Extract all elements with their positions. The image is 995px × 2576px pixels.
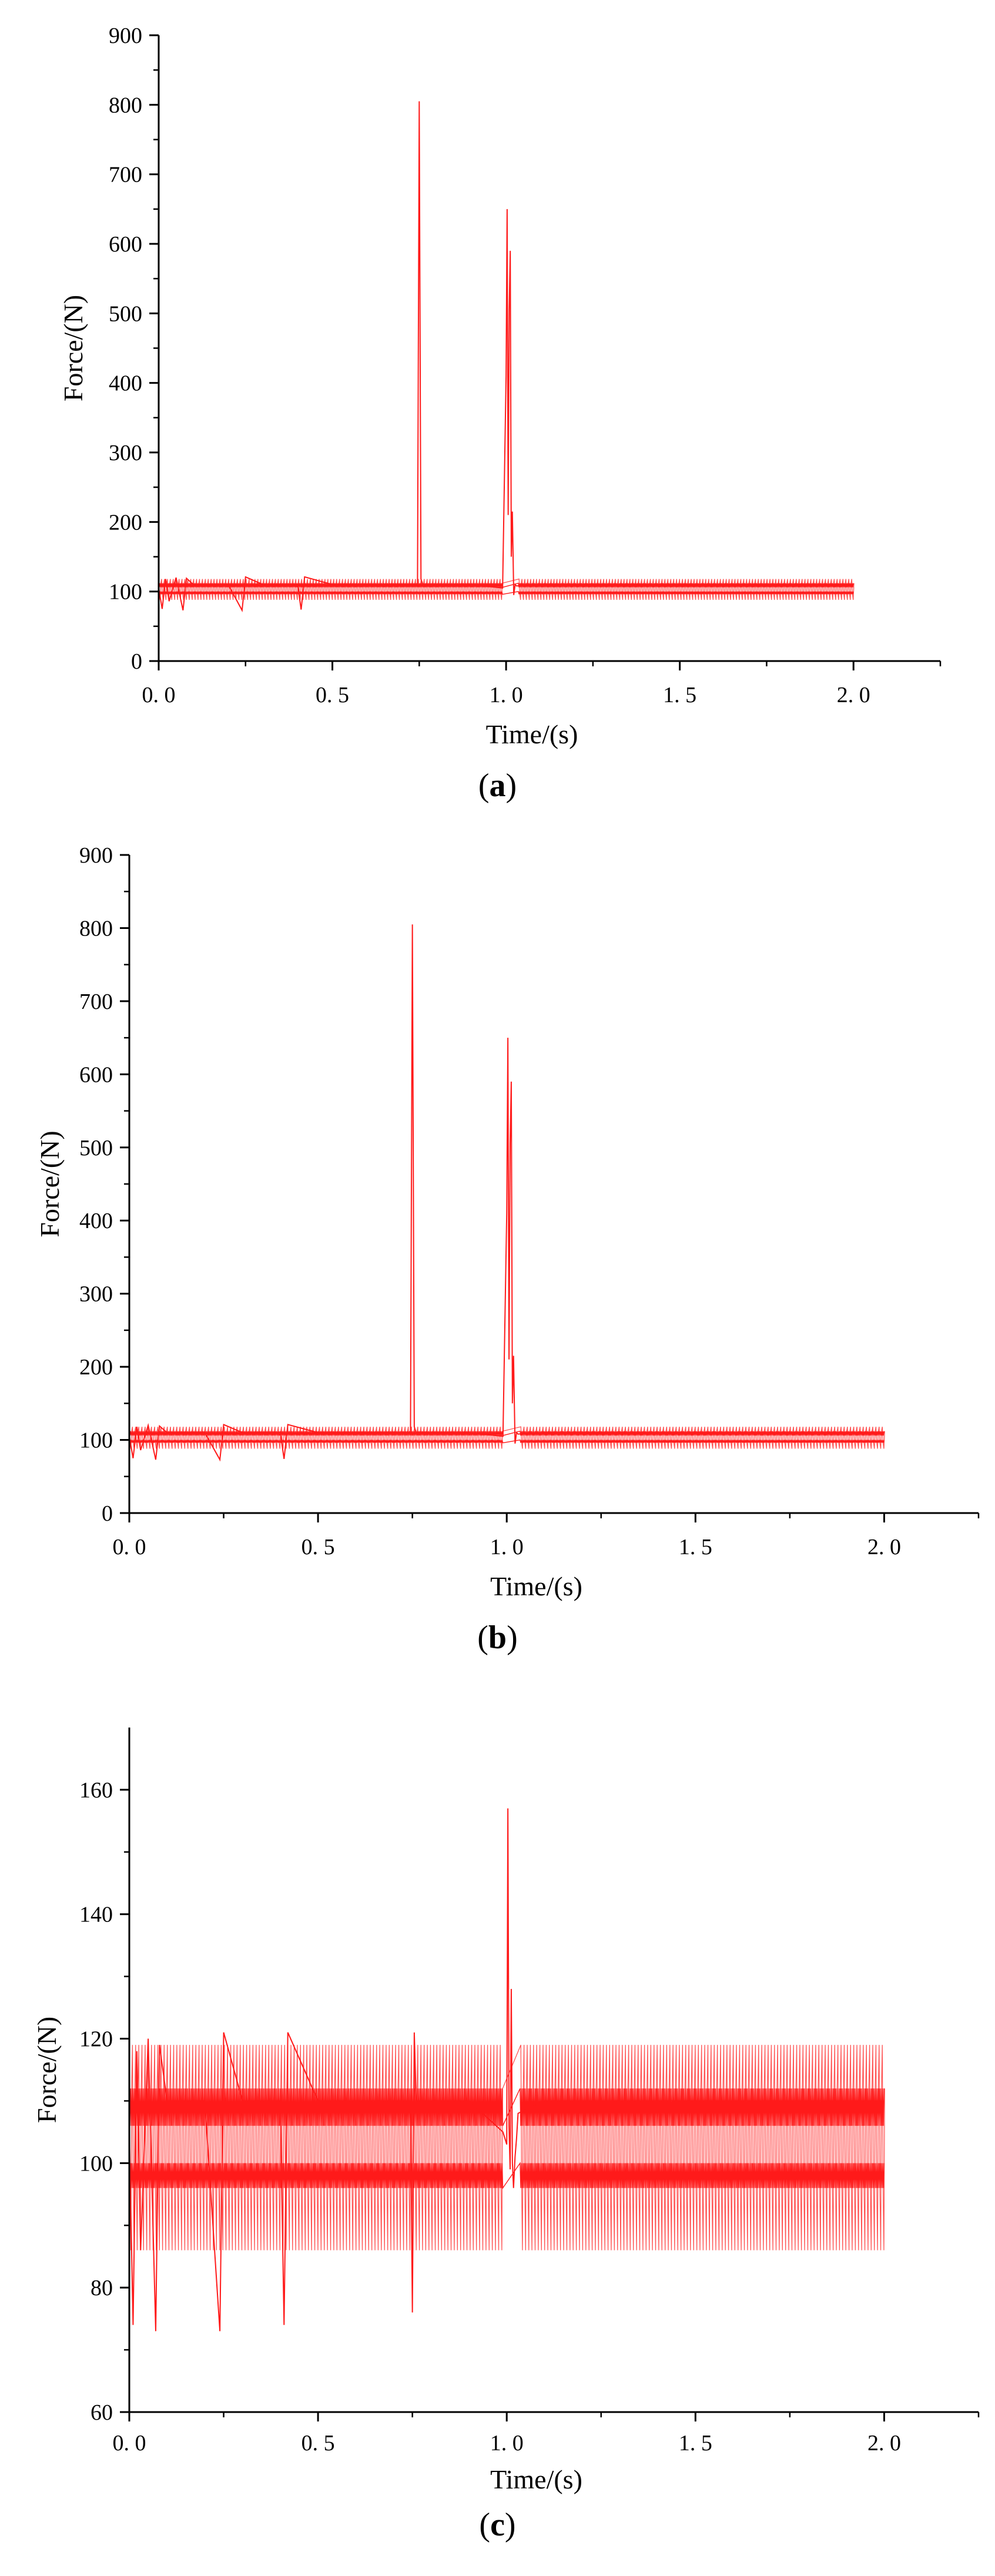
axes: 60 80 100 120 140 160 0. 0 0. 5 1. 0 1. 5 2. 0 bbox=[79, 1728, 980, 2456]
axes: 0 100 200 300 400 500 600 700 800 900 0. 0 0. 5 1. 0… bbox=[79, 843, 980, 1559]
x-tick-label: 0. 0 bbox=[142, 683, 176, 707]
x-tick-label: 0. 0 bbox=[113, 1535, 146, 1559]
caption-a: (a) bbox=[478, 767, 517, 804]
key-series bbox=[129, 1808, 885, 2332]
series-oscillation bbox=[129, 1426, 885, 1449]
x-tick-label: 2. 0 bbox=[837, 683, 870, 707]
y-tick-label: 80 bbox=[91, 2276, 113, 2300]
x-axis-title: Time/(s) bbox=[490, 2464, 582, 2494]
mid-band bbox=[129, 2088, 885, 2189]
x-tick-label: 1. 0 bbox=[490, 2431, 524, 2456]
y-tick-label: 600 bbox=[109, 232, 142, 257]
oscillation-band bbox=[129, 2044, 885, 2250]
y-axis-title: Force/(N) bbox=[58, 295, 88, 401]
y-axis-title: Force/(N) bbox=[35, 1131, 65, 1237]
y-tick-label: 100 bbox=[79, 2151, 113, 2176]
caption-b: (b) bbox=[477, 1619, 518, 1656]
chart-panel-b: 0 100 200 300 400 500 600 700 800 900 0. 0 0. 5 1. 0… bbox=[0, 823, 995, 1681]
series-oscillation bbox=[129, 2044, 885, 2250]
oscillation-band bbox=[158, 578, 855, 600]
y-tick-label: 0 bbox=[131, 649, 142, 674]
mid-band bbox=[129, 1430, 885, 1444]
x-tick-label: 0. 0 bbox=[113, 2431, 146, 2456]
y-tick-label: 160 bbox=[79, 1778, 113, 1803]
y-tick-label: 140 bbox=[79, 1903, 113, 1927]
y-tick-label: 0 bbox=[102, 1501, 113, 1526]
x-tick-label: 2. 0 bbox=[867, 1535, 901, 1559]
y-tick-label: 900 bbox=[109, 24, 142, 48]
y-tick-label: 700 bbox=[109, 163, 142, 187]
oscillation-band bbox=[129, 1426, 885, 1449]
series-line bbox=[158, 101, 854, 612]
y-tick-label: 200 bbox=[109, 510, 142, 535]
x-tick-label: 0. 5 bbox=[301, 2431, 335, 2456]
mid-band bbox=[158, 582, 854, 595]
key-series bbox=[129, 924, 885, 1462]
y-tick-label: 400 bbox=[79, 1209, 113, 1233]
series-mid-band-0 bbox=[129, 2162, 885, 2189]
series-mid-band-0 bbox=[158, 591, 854, 595]
series-mid-band-1 bbox=[129, 1430, 885, 1436]
y-tick-label: 900 bbox=[79, 843, 113, 868]
x-tick-label: 1. 0 bbox=[490, 683, 523, 707]
y-tick-label: 700 bbox=[79, 990, 113, 1014]
y-tick-label: 800 bbox=[109, 93, 142, 118]
y-tick-label: 400 bbox=[109, 371, 142, 396]
y-tick-label: 800 bbox=[79, 916, 113, 941]
series-mid-band-1 bbox=[158, 582, 854, 588]
caption-c: (c) bbox=[479, 2507, 516, 2543]
y-tick-label: 100 bbox=[79, 1428, 113, 1453]
series-line bbox=[129, 1808, 885, 2332]
chart-a: 0 100 200 300 400 500 600 700 800 900 0. 0 0. 5 1. 0… bbox=[58, 24, 942, 749]
caption-a-letter: a bbox=[489, 767, 506, 804]
y-tick-label: 100 bbox=[109, 580, 142, 605]
y-tick-label: 60 bbox=[91, 2400, 113, 2425]
y-tick-label: 500 bbox=[79, 1136, 113, 1160]
key-series bbox=[158, 101, 854, 612]
axes: 0 100 200 300 400 500 600 700 800 900 0. 0 0. 5 1. 0… bbox=[109, 24, 942, 707]
series-oscillation bbox=[158, 578, 855, 600]
chart-b: 0 100 200 300 400 500 600 700 800 900 0. 0 0. 5 1. 0… bbox=[35, 843, 980, 1601]
x-tick-label: 1. 5 bbox=[679, 2431, 712, 2456]
x-tick-label: 0. 5 bbox=[316, 683, 349, 707]
y-axis-title: Force/(N) bbox=[32, 2017, 62, 2123]
y-tick-label: 200 bbox=[79, 1355, 113, 1380]
y-tick-label: 300 bbox=[109, 441, 142, 465]
x-axis-title: Time/(s) bbox=[490, 1571, 582, 1601]
x-tick-label: 0. 5 bbox=[301, 1535, 335, 1559]
chart-panel-a: 0 100 200 300 400 500 600 700 800 900 0. 0 0. 5 1. 0… bbox=[0, 0, 995, 823]
y-tick-label: 120 bbox=[79, 2027, 113, 2052]
chart-panel-c: 60 80 100 120 140 160 0. 0 0. 5 1. 0 1. 5 2. 0 Time… bbox=[0, 1681, 995, 2576]
caption-c-letter: c bbox=[490, 2507, 505, 2543]
series-mid-band-1 bbox=[129, 2088, 885, 2126]
series-mid-band-0 bbox=[129, 1439, 885, 1444]
x-tick-label: 1. 5 bbox=[663, 683, 696, 707]
chart-c: 60 80 100 120 140 160 0. 0 0. 5 1. 0 1. 5 2. 0 Time… bbox=[32, 1728, 980, 2494]
y-tick-label: 500 bbox=[109, 301, 142, 326]
caption-b-letter: b bbox=[488, 1619, 507, 1656]
y-tick-label: 600 bbox=[79, 1062, 113, 1087]
x-axis-title: Time/(s) bbox=[486, 719, 578, 749]
y-tick-label: 300 bbox=[79, 1282, 113, 1307]
x-tick-label: 2. 0 bbox=[867, 2431, 901, 2456]
x-tick-label: 1. 5 bbox=[679, 1535, 712, 1559]
series-line bbox=[129, 924, 885, 1462]
x-tick-label: 1. 0 bbox=[490, 1535, 524, 1559]
